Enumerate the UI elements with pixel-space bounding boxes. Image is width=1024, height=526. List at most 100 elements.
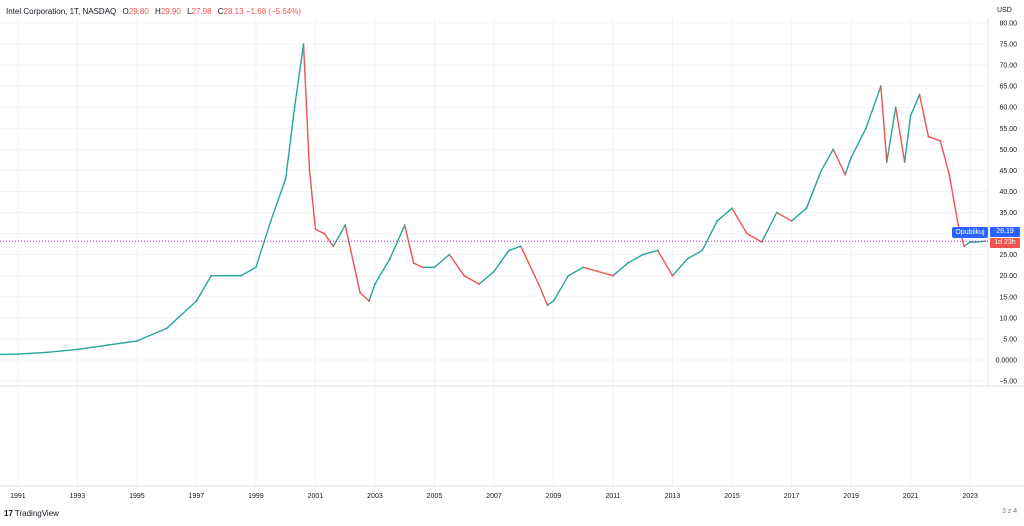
price-point — [687, 258, 689, 260]
price-segment — [643, 250, 658, 254]
price-point — [17, 353, 19, 355]
price-segment — [702, 221, 717, 250]
price-point — [422, 266, 424, 268]
price-point — [374, 283, 376, 285]
price-point — [806, 207, 808, 209]
price-point — [225, 275, 227, 277]
x-tick-label: 2015 — [724, 493, 740, 500]
x-tick-label: 2017 — [784, 493, 800, 500]
price-segment — [628, 255, 643, 263]
price-segment — [821, 149, 833, 170]
price-point — [478, 283, 480, 285]
price-segment — [271, 179, 286, 221]
price-point — [701, 250, 703, 252]
countdown-label: 1d 23h — [990, 238, 1020, 248]
price-point — [270, 220, 272, 222]
symbol-title[interactable]: Intel Corporation, 1T, NASDAQ — [6, 7, 116, 16]
price-point — [612, 275, 614, 277]
y-tick-label: 80.00 — [999, 21, 1017, 28]
price-segment — [845, 158, 851, 175]
x-tick-label: 2021 — [903, 493, 919, 500]
price-point — [323, 233, 325, 235]
price-point — [309, 170, 311, 172]
price-point — [368, 300, 370, 302]
price-segment — [479, 271, 494, 284]
price-segment — [375, 259, 390, 284]
price-segment — [434, 255, 449, 268]
price-segment — [673, 259, 688, 276]
price-point — [919, 94, 921, 96]
currency-label[interactable]: USD — [997, 7, 1012, 14]
price-segment — [405, 225, 414, 263]
y-tick-label: 40.00 — [999, 189, 1017, 196]
price-segment — [390, 225, 405, 259]
price-point — [389, 258, 391, 260]
price-segment — [851, 128, 866, 157]
y-tick-label: 25.00 — [999, 252, 1017, 259]
price-point — [448, 254, 450, 256]
x-tick-label: 1993 — [70, 493, 86, 500]
high-value: 29.90 — [161, 7, 181, 16]
price-point — [303, 43, 305, 45]
x-tick-label: 1999 — [248, 493, 264, 500]
price-segment — [414, 263, 423, 267]
price-segment — [494, 250, 509, 271]
price-point — [731, 207, 733, 209]
price-segment — [920, 95, 929, 137]
y-tick-label: 35.00 — [999, 210, 1017, 217]
open-value: 29.80 — [129, 7, 149, 16]
y-tick-label: 70.00 — [999, 63, 1017, 70]
y-tick-label: 55.00 — [999, 126, 1017, 133]
price-point — [332, 245, 334, 247]
price-segment — [881, 86, 887, 162]
price-point — [255, 266, 257, 268]
price-segment — [315, 229, 324, 233]
price-segment — [896, 107, 905, 162]
price-segment — [887, 107, 896, 162]
price-point — [538, 283, 540, 285]
price-segment — [167, 301, 197, 328]
price-segment — [324, 234, 333, 247]
y-tick-label: 60.00 — [999, 105, 1017, 112]
change-value: −1.68 (−5.64%) — [246, 7, 301, 16]
price-point — [359, 292, 361, 294]
price-series[interactable] — [0, 43, 986, 355]
low-value: 27.98 — [192, 7, 212, 16]
price-segment — [949, 175, 958, 226]
price-point — [294, 106, 296, 108]
price-point — [776, 212, 778, 214]
price-point — [567, 275, 569, 277]
price-segment — [548, 301, 554, 305]
price-point — [672, 275, 674, 277]
price-segment — [928, 137, 940, 141]
price-point — [344, 224, 346, 226]
price-segment — [286, 107, 295, 179]
price-point — [886, 161, 888, 163]
price-segment — [369, 284, 375, 301]
price-point — [210, 275, 212, 277]
price-point — [627, 262, 629, 264]
price-point — [136, 340, 138, 342]
price-segment — [107, 341, 137, 345]
price-segment — [521, 246, 539, 284]
price-segment — [464, 276, 479, 284]
price-point — [493, 271, 495, 273]
price-axis[interactable]: 80.0075.0070.0065.0060.0055.0050.0045.00… — [996, 21, 1018, 386]
vertical-grid — [18, 18, 970, 486]
y-tick-label: 5.00 — [1003, 336, 1017, 343]
price-segment — [568, 267, 583, 275]
price-segment — [964, 242, 970, 246]
x-tick-label: 2001 — [308, 493, 324, 500]
y-tick-label: 45.00 — [999, 168, 1017, 175]
price-segment — [583, 267, 598, 271]
price-point — [791, 220, 793, 222]
publish-button[interactable]: Opublikuj — [952, 227, 988, 238]
price-point — [285, 178, 287, 180]
x-tick-label: 1997 — [189, 493, 205, 500]
last-price-label: 28.19 — [990, 227, 1020, 237]
price-point — [939, 140, 941, 142]
